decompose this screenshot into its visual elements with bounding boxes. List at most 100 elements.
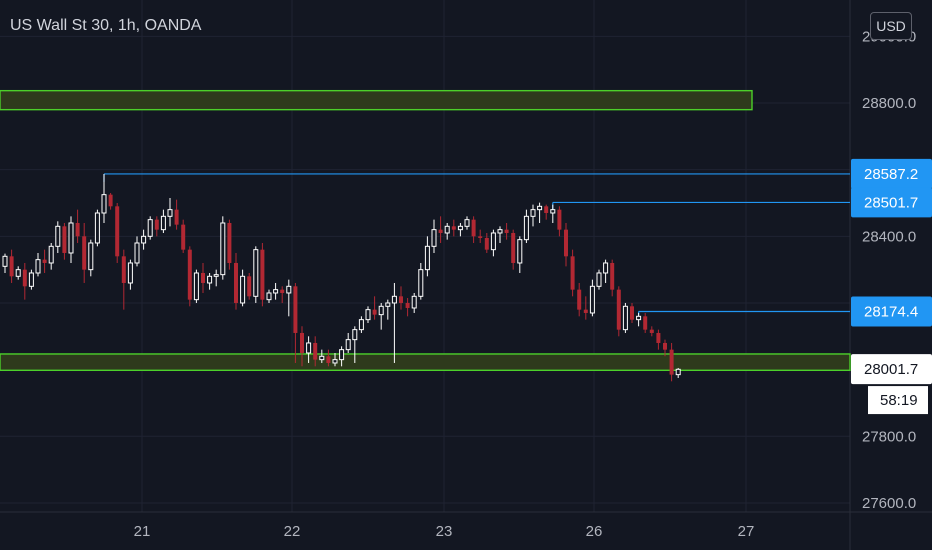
candle-body: [300, 332, 304, 353]
candle-body: [154, 219, 159, 230]
candle-body: [663, 342, 667, 350]
candle-body: [35, 259, 41, 274]
candle-body: [656, 332, 661, 343]
candle-body: [464, 219, 470, 227]
candle-body: [424, 245, 430, 271]
candle-body: [537, 205, 543, 211]
candle-body: [365, 309, 371, 321]
chart-title: US Wall St 30, 1h, OANDA: [10, 17, 202, 34]
candle-body: [411, 295, 417, 309]
candle-body: [220, 222, 226, 276]
candle-body: [326, 356, 331, 363]
candle-body: [94, 212, 100, 244]
x-axis-tick-label: 21: [134, 523, 151, 540]
x-axis-tick-label: 26: [586, 523, 603, 540]
candle-body: [523, 215, 529, 241]
y-axis-tick-label: 28400.0: [862, 228, 916, 245]
candle-body: [147, 219, 153, 237]
candle-body: [115, 206, 120, 257]
candle-body: [187, 249, 192, 300]
candle-body: [55, 225, 61, 247]
price-label-box: [851, 296, 932, 327]
candle-body: [319, 355, 325, 361]
candle-body: [511, 232, 516, 263]
candle-body: [127, 262, 133, 284]
candle-body: [339, 349, 345, 361]
candle-body: [227, 222, 232, 263]
candle-body: [273, 289, 279, 294]
price-label-box: [851, 158, 932, 189]
candle-body: [101, 194, 107, 214]
candle-body: [160, 215, 166, 231]
candle-body: [352, 329, 358, 341]
x-axis-tick-label: 22: [284, 523, 301, 540]
candle-body: [544, 206, 549, 213]
candle-body: [478, 236, 483, 238]
candle-body: [610, 262, 615, 290]
countdown-box: [868, 386, 928, 415]
candle-body: [75, 222, 80, 237]
candle-body: [193, 272, 199, 301]
candle-body: [306, 342, 312, 354]
candle-body: [28, 272, 34, 287]
candle-body: [577, 289, 582, 310]
candle-body: [15, 269, 21, 277]
candle-body: [372, 309, 377, 315]
candle-body: [121, 256, 126, 283]
support-resistance-zone: [0, 89, 753, 111]
candle-body: [240, 275, 246, 304]
candle-body: [201, 272, 205, 283]
candle-body: [438, 229, 443, 233]
candle-body: [247, 276, 252, 297]
candle-body: [517, 239, 523, 264]
candle-body: [385, 302, 391, 307]
candle-body: [207, 275, 213, 284]
candle-body: [234, 262, 238, 303]
candle-body: [391, 295, 397, 304]
candle-body: [2, 255, 8, 267]
candle-body: [649, 329, 654, 333]
candle-body: [643, 316, 648, 330]
candle-body: [62, 226, 67, 253]
price-label-text: 28001.7: [864, 361, 918, 378]
candle-body: [589, 285, 595, 314]
candle-body: [596, 272, 602, 287]
candle-body: [332, 359, 338, 364]
candle-body: [48, 245, 54, 264]
candle-body: [399, 296, 403, 303]
candle-body: [260, 249, 265, 300]
candle-body: [174, 209, 179, 225]
candle-body: [167, 209, 173, 217]
candle-body: [490, 232, 496, 251]
candle-body: [358, 319, 364, 331]
price-label-box: [851, 187, 932, 218]
currency-button[interactable]: USD: [870, 12, 912, 40]
candle-body: [675, 368, 681, 376]
candle-body: [181, 224, 186, 250]
candle-body: [280, 289, 285, 293]
y-axis-tick-label: 28800.0: [862, 95, 916, 112]
candle-body: [141, 235, 147, 244]
candle-body: [557, 209, 562, 230]
price-label-box: [851, 354, 932, 385]
candle-body: [88, 242, 94, 271]
candle-body: [484, 237, 489, 250]
candle-body: [22, 269, 27, 287]
candle-body: [457, 225, 463, 231]
candle-body: [108, 194, 113, 207]
price-label-text: 28587.2: [864, 166, 918, 183]
y-axis-tick-label: 27600.0: [862, 495, 916, 512]
candle-body: [616, 289, 621, 330]
candle-body: [418, 269, 424, 297]
x-axis-tick-label: 27: [738, 523, 755, 540]
candle-body: [497, 229, 503, 234]
candle-body: [253, 249, 259, 297]
candle-body: [431, 229, 437, 247]
candle-body: [504, 229, 509, 233]
candle-body: [622, 305, 628, 331]
candle-body: [213, 274, 219, 277]
candle-body: [550, 209, 556, 214]
candle-body: [293, 286, 298, 333]
